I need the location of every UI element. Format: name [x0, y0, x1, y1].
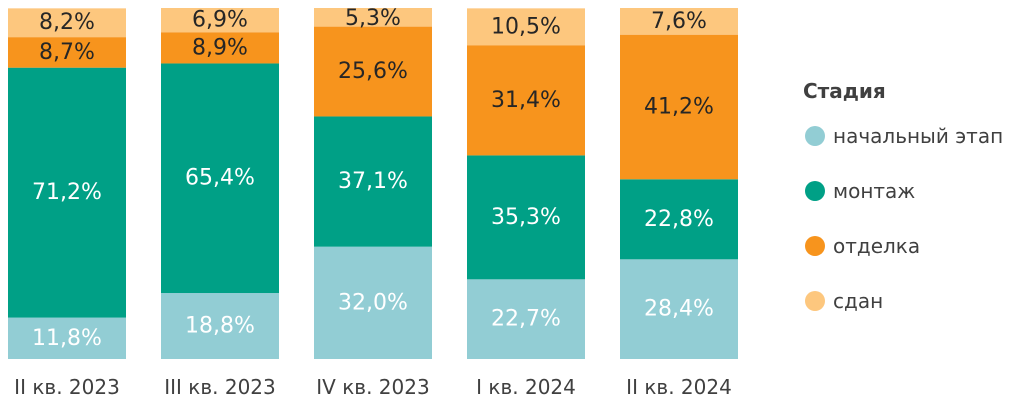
data-label-1-cat-5: 28,4% — [644, 297, 714, 322]
bar-segment-3-cat-2 — [161, 32, 279, 64]
data-label-1-cat-2: 18,8% — [185, 314, 255, 339]
legend: Стадия начальный этап монтаж отделка сдан — [803, 79, 1003, 313]
data-label-2-cat-5: 22,8% — [644, 207, 714, 232]
bar-segment-3-cat-1 — [8, 37, 126, 68]
data-label-2-cat-2: 65,4% — [185, 166, 255, 191]
data-label-3-cat-5: 41,2% — [644, 94, 714, 119]
category-label-2: III кв. 2023 — [164, 375, 276, 399]
bar-segment-3-cat-3 — [314, 26, 432, 117]
bar-segment-1-cat-4 — [467, 279, 585, 359]
data-label-3-cat-4: 31,4% — [491, 88, 561, 113]
bar-segment-1-cat-5 — [620, 259, 738, 359]
bar-segment-2-cat-3 — [314, 116, 432, 247]
bar-segment-3-cat-5 — [620, 34, 738, 180]
data-label-4-cat-2: 6,9% — [192, 8, 248, 33]
legend-label-1: начальный этап — [833, 124, 1003, 148]
category-label-1: II кв. 2023 — [14, 375, 120, 399]
category-label-5: II кв. 2024 — [626, 375, 732, 399]
data-label-2-cat-4: 35,3% — [491, 205, 561, 230]
bar-segment-4-cat-3 — [314, 8, 432, 27]
legend-label-4: сдан — [833, 289, 883, 313]
legend-marker-3 — [805, 236, 825, 256]
bars-group: 11,8% 71,2% 8,7% 8,2% 18,8% 65,4% 8,9%6,9% 32,0… — [8, 6, 738, 359]
bar-segment-2-cat-4 — [467, 155, 585, 280]
bar-segment-4-cat-5 — [620, 8, 738, 35]
bar-segment-2-cat-1 — [8, 67, 126, 318]
category-label-3: IV кв. 2023 — [316, 375, 429, 399]
data-label-2-cat-1: 71,2% — [32, 180, 102, 205]
bar-segment-1-cat-3 — [314, 246, 432, 359]
data-label-1-cat-1: 11,8% — [32, 326, 102, 351]
data-label-4-cat-4: 10,5% — [491, 14, 561, 39]
bar-segment-2-cat-5 — [620, 179, 738, 260]
data-label-1-cat-4: 22,7% — [491, 307, 561, 332]
data-label-1-cat-3: 32,0% — [338, 290, 408, 315]
data-label-4-cat-1: 8,2% — [39, 10, 95, 35]
legend-label-3: отделка — [833, 234, 920, 258]
category-label-4: I кв. 2024 — [476, 375, 576, 399]
data-label-3-cat-2: 8,9% — [192, 35, 248, 60]
data-label-4-cat-3: 5,3% — [345, 6, 401, 31]
data-label-2-cat-3: 37,1% — [338, 169, 408, 194]
legend-title: Стадия — [803, 79, 886, 103]
data-label-4-cat-5: 7,6% — [651, 9, 707, 34]
bar-segment-1-cat-1 — [8, 317, 126, 359]
legend-marker-2 — [805, 181, 825, 201]
legend-label-2: монтаж — [833, 179, 915, 203]
legend-marker-1 — [805, 126, 825, 146]
bar-segment-4-cat-1 — [8, 8, 126, 38]
data-label-3-cat-1: 8,7% — [39, 40, 95, 65]
bar-segment-3-cat-4 — [467, 45, 585, 156]
bar-segment-4-cat-2 — [161, 8, 279, 33]
bar-segment-2-cat-2 — [161, 63, 279, 294]
data-label-3-cat-3: 25,6% — [338, 59, 408, 84]
category-labels: II кв. 2023 III кв. 2023 IV кв. 2023 I кв. … — [14, 375, 732, 399]
bar-segment-4-cat-4 — [467, 8, 585, 46]
legend-marker-4 — [805, 291, 825, 311]
bar-segment-1-cat-2 — [161, 293, 279, 359]
